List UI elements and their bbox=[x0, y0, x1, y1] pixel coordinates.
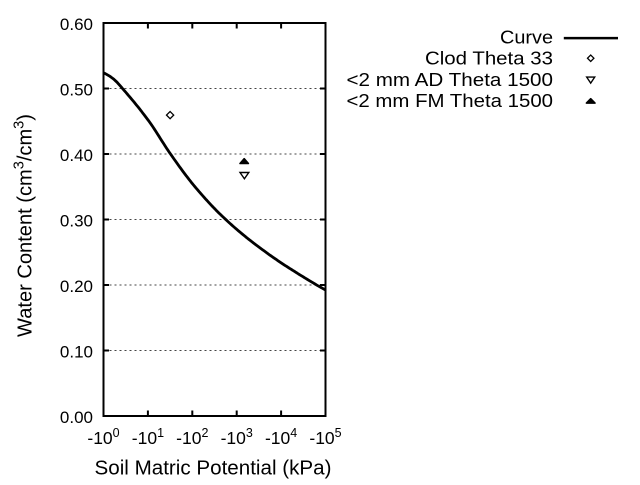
svg-text:Clod Theta 33: Clod Theta 33 bbox=[425, 49, 553, 69]
svg-text:0.20: 0.20 bbox=[60, 277, 93, 296]
svg-text:-103: -103 bbox=[221, 426, 253, 448]
svg-text:0.30: 0.30 bbox=[60, 212, 93, 231]
svg-text:0.60: 0.60 bbox=[60, 15, 93, 34]
svg-text:-102: -102 bbox=[176, 426, 208, 448]
svg-text:0.00: 0.00 bbox=[60, 408, 93, 427]
svg-text:0.10: 0.10 bbox=[60, 343, 93, 362]
svg-text:0.40: 0.40 bbox=[60, 146, 93, 165]
svg-text:Curve: Curve bbox=[500, 27, 553, 47]
svg-text:<2 mm AD Theta 1500: <2 mm AD Theta 1500 bbox=[347, 70, 554, 90]
svg-text:<2 mm FM Theta 1500: <2 mm FM Theta 1500 bbox=[347, 91, 554, 111]
svg-text:-105: -105 bbox=[309, 426, 341, 448]
svg-text:0.50: 0.50 bbox=[60, 81, 93, 100]
svg-text:Water Content (cm3/cm3): Water Content (cm3/cm3) bbox=[12, 114, 37, 337]
svg-text:-104: -104 bbox=[265, 426, 297, 448]
svg-text:-101: -101 bbox=[132, 426, 164, 448]
svg-text:-100: -100 bbox=[87, 426, 119, 448]
svg-text:Soil Matric Potential (kPa): Soil Matric Potential (kPa) bbox=[95, 456, 332, 479]
